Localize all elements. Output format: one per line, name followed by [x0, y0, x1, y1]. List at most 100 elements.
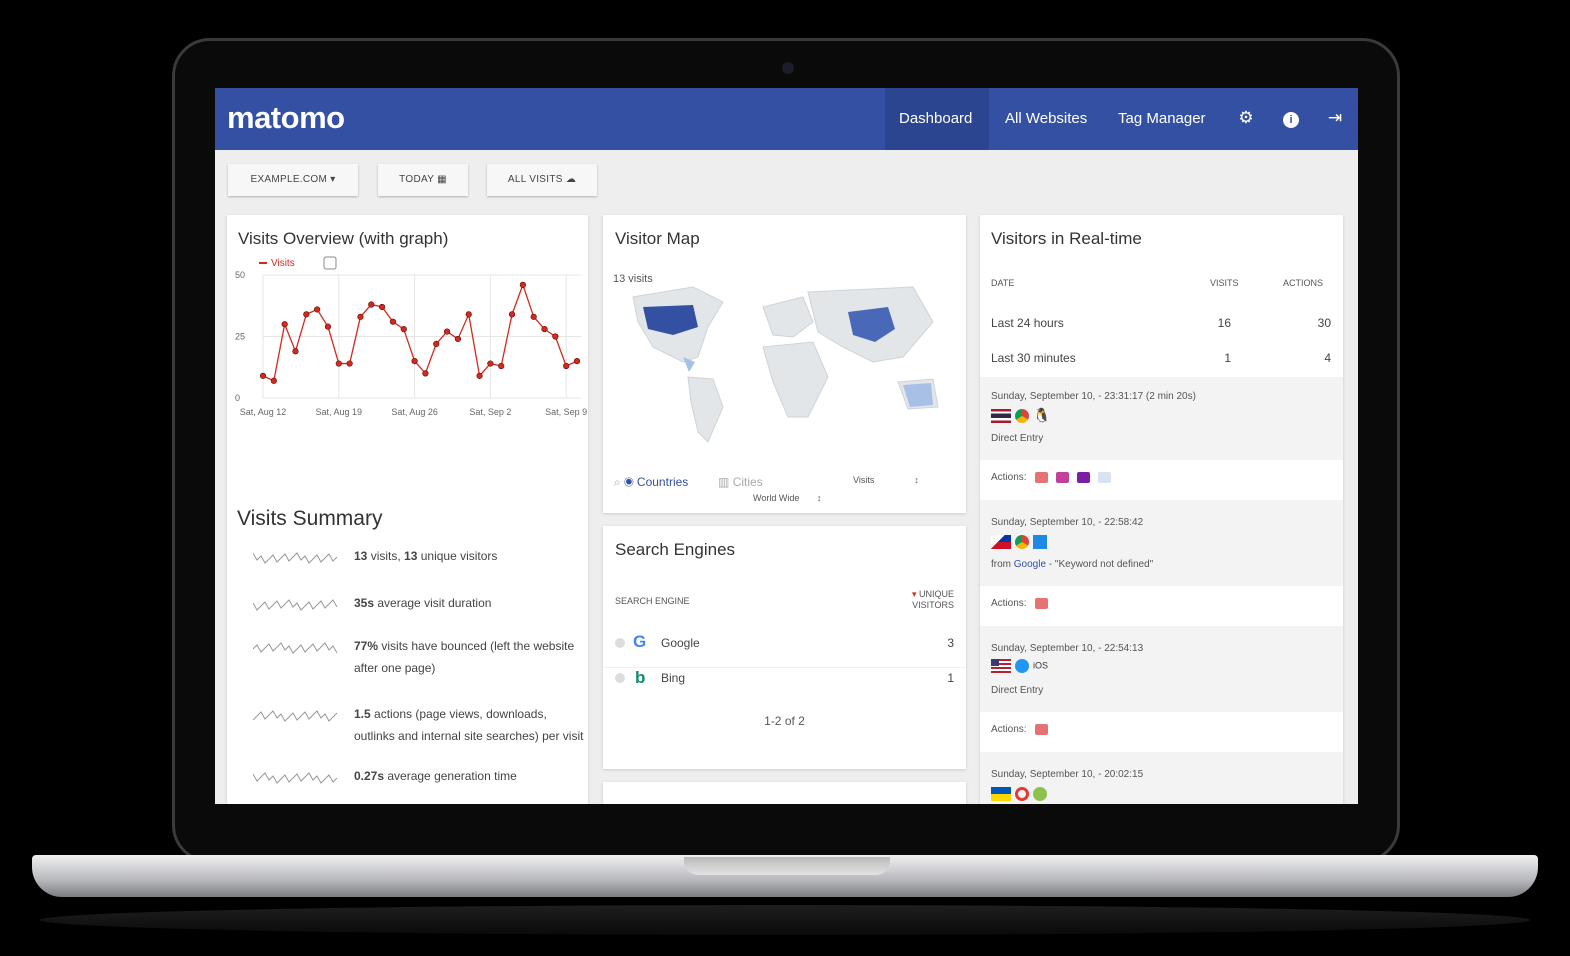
data-point — [541, 326, 548, 333]
visit-time: Sunday, September 10, - 23:31:17 (2 min … — [991, 391, 1196, 402]
column-search-engine[interactable]: SEARCH ENGINE — [615, 596, 690, 606]
visit-time: Sunday, September 10, - 22:54:13 — [991, 643, 1144, 654]
column-unique-visitors[interactable]: ▾ UNIQUE VISITORS — [911, 589, 954, 610]
folder-icon — [1034, 724, 1048, 735]
cities-tab[interactable]: ▥ Cities — [718, 475, 763, 489]
column-date: DATE — [991, 278, 1015, 288]
safari-icon — [1015, 659, 1029, 673]
y-tick-label: 50 — [235, 270, 245, 280]
calendar-icon: ▦ — [437, 174, 447, 185]
data-point — [508, 311, 516, 318]
segment-label: ALL VISITS — [507, 174, 563, 185]
visit-time: Sunday, September 10, - 22:58:42 — [991, 517, 1144, 528]
data-point — [465, 311, 472, 318]
data-point — [552, 333, 559, 340]
summary-item: 35s average visit duration — [354, 596, 492, 610]
visit-actions: Actions: — [991, 724, 1048, 735]
data-point — [335, 360, 342, 367]
pagination: 1-2 of 2 — [764, 714, 805, 728]
matomo-dashboard: matomo Dashboard All Websites Tag Manage… — [215, 88, 1358, 804]
visits-overview-widget: Visits Overview (with graph) 0 25 50 Sat, A… — [227, 215, 588, 804]
data-point — [476, 372, 483, 379]
usa-flag-icon — [991, 659, 1011, 673]
data-point — [368, 301, 375, 308]
referrer-link[interactable]: Google — [1013, 559, 1047, 570]
sparkline — [253, 772, 338, 784]
engine-name: Bing — [661, 671, 686, 685]
android-icon — [1033, 786, 1047, 801]
visit-referrer: Direct Entry — [991, 685, 1044, 696]
google-icon: G — [633, 632, 647, 651]
chrome-icon — [1015, 534, 1029, 549]
nav-all-websites[interactable]: All Websites — [1005, 110, 1088, 127]
bing-icon: b — [635, 668, 646, 687]
column-actions: ACTIONS — [1283, 278, 1324, 288]
os-label: iOS — [1033, 660, 1049, 671]
x-tick-label: Sat, Aug 19 — [316, 407, 363, 417]
next-widget — [603, 782, 966, 804]
info-icon[interactable]: i — [1281, 108, 1301, 128]
gear-icon[interactable]: ⚙ — [1238, 108, 1254, 127]
visit-referrer: from Google - "Keyword not defined" — [991, 559, 1154, 570]
table-row[interactable]: b Bing 1 — [603, 668, 966, 701]
realtime-widget: Visitors in Real-time DATE VISITS ACTION… — [980, 215, 1343, 804]
summary-item: 0.27s average generation time — [354, 769, 517, 783]
windows-icon — [1033, 534, 1047, 549]
philippines-flag-icon — [991, 534, 1011, 549]
search-icon: ⌕ — [614, 475, 621, 489]
folder-icon — [1034, 598, 1048, 609]
table-row[interactable]: G Google 3 — [603, 632, 966, 668]
data-point — [422, 370, 429, 377]
data-point — [563, 362, 570, 370]
summary-title: Visits Summary — [237, 507, 383, 530]
logout-icon[interactable]: ⇥ — [1327, 108, 1343, 127]
nav-dashboard[interactable]: Dashboard — [885, 88, 989, 150]
search-engines-widget: Search Engines SEARCH ENGINE ▾ UNIQUE VI… — [603, 526, 966, 769]
laptop-notch — [684, 857, 890, 875]
visit-time: Sunday, September 10, - 20:02:15 — [991, 769, 1144, 780]
visits-line-chart[interactable]: 0 25 50 Sat, Aug 12 Sat, Aug 19 Sat, Aug 26 Sa… — [227, 255, 588, 485]
data-point — [573, 357, 581, 365]
sparkline — [253, 642, 338, 654]
countries-tab[interactable]: ⌕ ◉ Countries — [614, 475, 689, 489]
x-tick-label: Sat, Aug 26 — [391, 407, 438, 417]
region-select[interactable]: World Wide ↕ — [753, 493, 822, 503]
globe-icon: ◉ — [624, 475, 634, 489]
summary-item: 77% visits have bounced (left the websit… — [354, 639, 575, 675]
site-selector[interactable]: EXAMPLE.COM ▾ — [228, 164, 358, 196]
engine-name: Google — [661, 636, 700, 650]
visitor-map-widget: Visitor Map 13 visits ⌕ ◉ Countries ▥ Ci… — [603, 215, 966, 513]
data-point — [324, 323, 332, 330]
visit-referrer: Direct Entry — [991, 433, 1044, 444]
chrome-icon — [1015, 408, 1029, 423]
matomo-logo[interactable]: matomo — [227, 100, 345, 135]
segment-selector[interactable]: ALL VISITS ☁ — [487, 164, 597, 196]
date-selector[interactable]: TODAY ▦ — [378, 164, 468, 196]
data-point — [487, 360, 494, 367]
sparkline — [253, 599, 338, 611]
metric-select[interactable]: Visits ↕ — [853, 475, 919, 485]
y-tick-label: 0 — [235, 393, 240, 403]
data-point — [303, 311, 310, 318]
data-point — [519, 281, 526, 288]
world-map[interactable] — [613, 267, 953, 457]
visit-icons — [991, 785, 1051, 803]
data-point — [400, 326, 407, 333]
x-tick-label: Sat, Sep 9 — [545, 407, 587, 417]
data-point — [357, 313, 364, 320]
visit-actions: Actions: — [991, 598, 1048, 609]
series-picker-icon — [323, 256, 337, 270]
visit-icons: 🐧 — [991, 407, 1050, 425]
city-icon: ▥ — [718, 475, 730, 489]
visit-icons — [991, 533, 1051, 551]
folder-icon — [1034, 472, 1048, 483]
column-visits: VISITS — [1210, 278, 1239, 288]
top-bar: matomo Dashboard All Websites Tag Manage… — [215, 88, 1358, 150]
nav-tag-manager[interactable]: Tag Manager — [1118, 110, 1206, 127]
row-bullet — [615, 638, 625, 648]
widget-title: Visitors in Real-time — [991, 229, 1142, 248]
legend-visits: Visits — [271, 258, 295, 269]
y-tick-label: 25 — [235, 332, 245, 342]
sparkline — [253, 552, 338, 564]
visit-icons: iOS — [991, 659, 1048, 673]
